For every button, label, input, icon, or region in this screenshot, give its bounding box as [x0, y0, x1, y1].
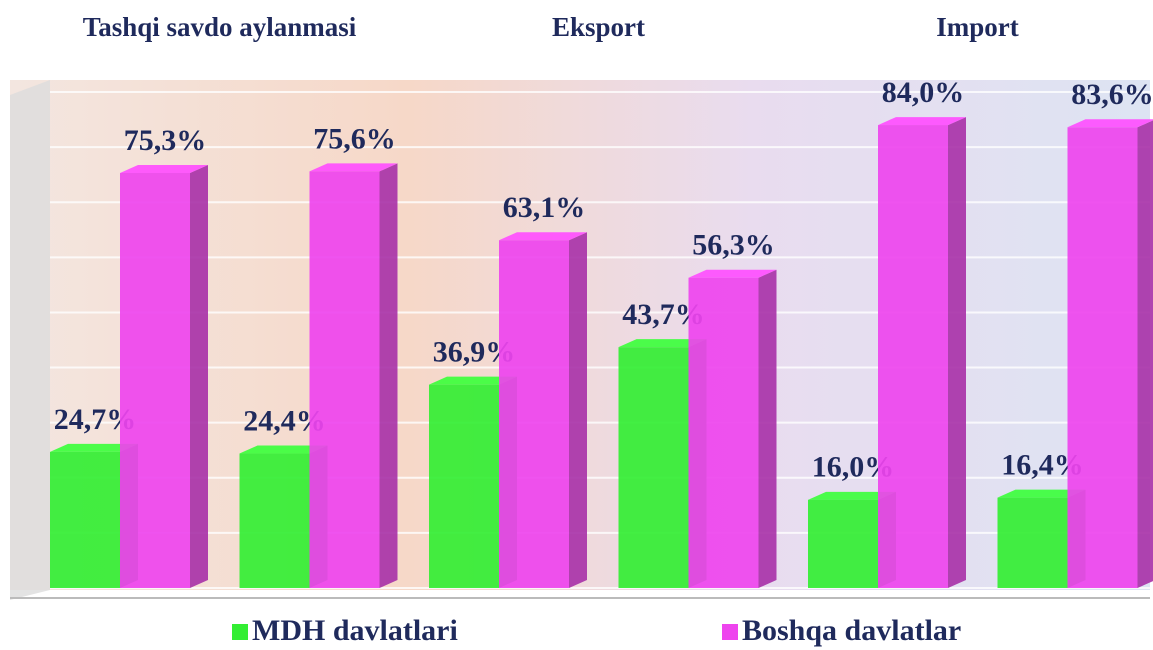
bar-top	[239, 445, 328, 454]
bar-top	[878, 117, 966, 126]
bar-top	[808, 491, 896, 500]
bar	[688, 277, 759, 588]
value-label: 63,1%	[503, 191, 586, 224]
bar-top	[1067, 119, 1153, 128]
bar	[120, 173, 190, 588]
bar-top	[618, 339, 707, 348]
bar-side	[569, 232, 587, 588]
bar-top	[499, 232, 587, 241]
bar-top	[309, 163, 398, 172]
side-wall	[10, 80, 50, 600]
bar-top	[50, 443, 138, 452]
bar	[618, 347, 689, 588]
value-label: 75,3%	[124, 124, 207, 157]
bar	[997, 497, 1068, 588]
bar	[50, 451, 120, 588]
bar-top	[429, 376, 517, 385]
legend-label: MDH davlatlari	[252, 614, 458, 647]
value-label: 56,3%	[692, 229, 775, 262]
bar	[499, 240, 569, 588]
bar-side	[190, 165, 208, 588]
bar-top	[688, 269, 777, 278]
group-label: Eksport	[552, 12, 645, 42]
group-label: Tashqi savdo aylanmasi	[83, 12, 357, 42]
bar-side	[948, 117, 966, 589]
bar	[808, 499, 878, 588]
group-label: Import	[936, 12, 1019, 42]
bar-top	[120, 165, 208, 174]
value-label: 83,6%	[1071, 78, 1153, 111]
bar-side	[1137, 120, 1153, 588]
bar	[239, 453, 310, 588]
bar	[429, 384, 499, 588]
bar	[1067, 127, 1138, 588]
bar-side	[758, 269, 777, 588]
bar	[878, 125, 948, 589]
value-label: 75,6%	[313, 122, 396, 155]
bar	[309, 171, 380, 589]
value-label: 84,0%	[882, 76, 965, 109]
legend-swatch	[232, 624, 248, 640]
bar-side	[379, 163, 398, 589]
legend-swatch	[722, 624, 738, 640]
legend-label: Boshqa davlatlar	[742, 614, 961, 647]
bar-top	[997, 489, 1086, 498]
